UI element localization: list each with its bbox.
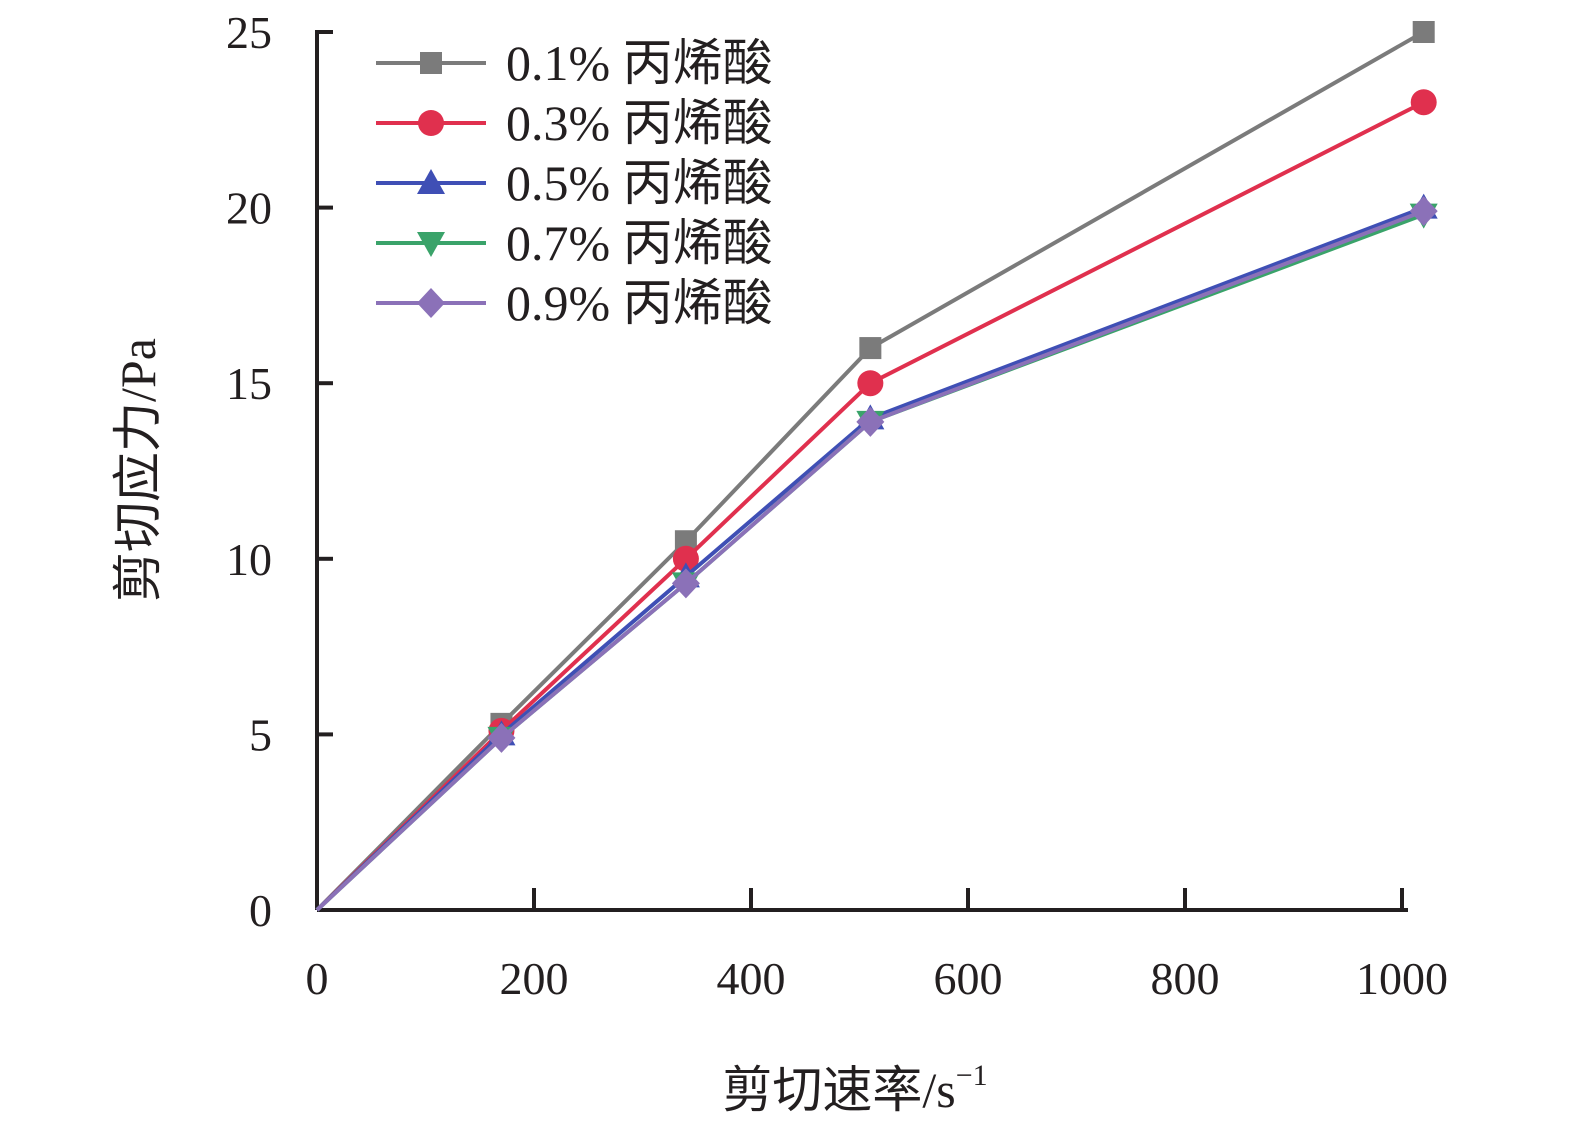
data-point xyxy=(1412,21,1435,43)
x-tick-label: 1000 xyxy=(1356,953,1448,1004)
legend-marker xyxy=(418,110,444,136)
legend-marker xyxy=(417,232,445,257)
legend-marker xyxy=(417,288,445,318)
legend-item: 0.1% 丙烯酸 xyxy=(376,35,773,91)
series-4 xyxy=(315,203,1438,912)
series-layer xyxy=(315,21,1438,912)
x-tick-label: 800 xyxy=(1151,953,1220,1004)
x-axis-title-main: 剪切速率/s xyxy=(722,1062,955,1118)
legend-label: 0.1% 丙烯酸 xyxy=(506,35,773,91)
series-1 xyxy=(315,21,1435,912)
data-point xyxy=(674,530,697,553)
data-point xyxy=(487,722,516,753)
series-line xyxy=(315,212,1425,912)
legend-label: 0.3% 丙烯酸 xyxy=(506,95,773,151)
x-axis-title-exponent: −1 xyxy=(956,1059,988,1092)
legend-item: 0.7% 丙烯酸 xyxy=(376,215,773,271)
y-tick-label: 20 xyxy=(226,183,272,234)
data-point xyxy=(859,337,882,360)
data-point xyxy=(1410,89,1437,116)
data-point xyxy=(672,545,699,572)
x-tick-label: 400 xyxy=(717,953,786,1004)
x-axis-title: 剪切速率/s−1 xyxy=(722,1059,987,1118)
data-point xyxy=(1409,196,1438,227)
data-point xyxy=(857,370,884,397)
legend-item: 0.3% 丙烯酸 xyxy=(376,95,773,151)
y-axis-title: 剪切应力/Pa xyxy=(110,338,166,602)
series-5 xyxy=(315,196,1438,912)
data-point xyxy=(671,568,700,599)
x-tick-label: 600 xyxy=(934,953,1003,1004)
y-tick-label: 25 xyxy=(226,7,272,58)
series-line xyxy=(315,100,1425,912)
x-ticks: 0 200 400 600 800 1000 xyxy=(306,888,1448,1004)
y-tick-label: 0 xyxy=(249,885,272,936)
y-ticks: 0 5 10 15 20 25 xyxy=(226,7,333,936)
axes xyxy=(315,30,1408,912)
series-line xyxy=(315,205,1425,912)
legend-marker xyxy=(417,169,445,194)
legend-label: 0.9% 丙烯酸 xyxy=(506,275,773,331)
legend-label: 0.7% 丙烯酸 xyxy=(506,215,773,271)
legend-item: 0.5% 丙烯酸 xyxy=(376,155,773,211)
series-2 xyxy=(315,89,1437,912)
y-tick-label: 10 xyxy=(226,534,272,585)
series-line xyxy=(315,30,1425,912)
legend-label: 0.5% 丙烯酸 xyxy=(506,155,773,211)
series-line xyxy=(315,209,1425,912)
x-tick-label: 200 xyxy=(500,953,569,1004)
data-point xyxy=(856,406,885,437)
y-tick-label: 5 xyxy=(249,709,272,760)
x-tick-label: 0 xyxy=(306,953,329,1004)
legend-marker xyxy=(420,52,442,74)
y-tick-label: 15 xyxy=(226,358,272,409)
legend-item: 0.9% 丙烯酸 xyxy=(376,275,773,331)
